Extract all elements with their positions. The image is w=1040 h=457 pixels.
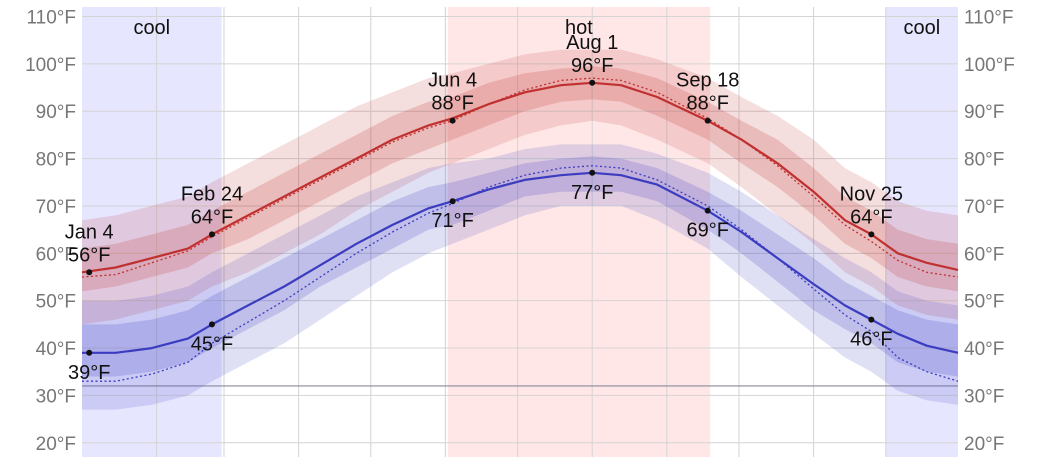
annotation-date: Feb 24	[181, 183, 243, 205]
annotation-point	[86, 269, 93, 276]
y-tick-label-left: 20°F	[36, 434, 76, 455]
series-0-p10-p90-band	[82, 49, 958, 325]
series-1-normal-line	[82, 165, 959, 382]
annotation-date: Aug 1	[566, 32, 618, 54]
annotation-date: Jun 4	[428, 70, 477, 92]
annotation-temp: 96°F	[571, 55, 613, 77]
annotation-date: Jan 4	[65, 221, 114, 243]
annotation-temp: 45°F	[191, 333, 233, 355]
band-cool	[82, 7, 222, 457]
y-tick-label-left: 40°F	[36, 339, 76, 360]
series-0-p25-p75-band	[82, 66, 958, 292]
y-tick-label-left: 80°F	[36, 150, 76, 171]
annotation-temp: 71°F	[431, 210, 473, 232]
annotation-date: Nov 25	[840, 183, 903, 205]
y-tick-label-right: 50°F	[964, 292, 1004, 313]
series-1-line	[82, 171, 959, 354]
y-tick-label-left: 50°F	[36, 292, 76, 313]
annotation-point	[208, 231, 215, 238]
annotation-point	[86, 349, 93, 356]
y-tick-label-right: 70°F	[964, 197, 1004, 218]
series-1-p10-p90-band	[82, 144, 958, 410]
annotation-point	[704, 117, 711, 124]
series-0-line	[81, 81, 959, 274]
annotation-point	[589, 79, 596, 86]
season-band-labels: cool hot cool	[133, 17, 940, 39]
y-tick-label-left: 110°F	[27, 7, 77, 28]
annotation-point	[868, 231, 875, 238]
y-axis-right: 20°F 30°F 40°F 50°F 60°F 70°F 80°F 90°F 100°F 110…	[964, 7, 1015, 454]
annotation-point	[449, 117, 456, 124]
annotation-temp: 88°F	[686, 93, 728, 115]
y-tick-label-right: 100°F	[964, 55, 1015, 76]
y-tick-label-left: 60°F	[36, 244, 76, 265]
annotation-temp: 69°F	[686, 220, 728, 242]
y-tick-label-right: 40°F	[964, 339, 1004, 360]
annotation-temp: 77°F	[571, 182, 613, 204]
annotation-point	[868, 316, 875, 323]
band-label-cool: cool	[133, 17, 170, 39]
grid-lines	[82, 7, 958, 457]
y-tick-label-left: 100°F	[25, 55, 76, 76]
y-tick-label-right: 60°F	[964, 244, 1004, 265]
annotation-point	[589, 169, 596, 176]
annotation-temp: 39°F	[68, 362, 110, 384]
annotation-point	[704, 207, 711, 214]
annotation-temp: 64°F	[850, 206, 892, 228]
y-tick-label-right: 20°F	[964, 434, 1004, 455]
annotation-date: Sep 18	[676, 70, 739, 92]
annotation-point	[208, 321, 215, 328]
band-cool	[885, 7, 958, 457]
y-tick-label-left: 70°F	[36, 197, 76, 218]
annotation-point	[449, 198, 456, 205]
series-1-p25-p75-band	[82, 156, 958, 377]
y-tick-label-right: 110°F	[964, 7, 1014, 28]
series-layer	[81, 49, 959, 410]
y-axis-left: 20°F 30°F 40°F 50°F 60°F 70°F 80°F 90°F 100°F 110…	[25, 7, 76, 454]
annotation-temp: 64°F	[191, 206, 233, 228]
annotation-temp: 88°F	[431, 93, 473, 115]
y-tick-label-right: 80°F	[964, 150, 1004, 171]
y-tick-label-right: 90°F	[964, 102, 1004, 123]
band-label-hot: hot	[565, 17, 593, 39]
band-label-cool: cool	[904, 17, 941, 39]
annotation-temp: 56°F	[68, 244, 110, 266]
annotation-temp: 46°F	[850, 329, 892, 351]
y-tick-label-left: 90°F	[36, 102, 76, 123]
y-tick-label-left: 30°F	[36, 386, 76, 407]
y-tick-label-right: 30°F	[964, 386, 1004, 407]
